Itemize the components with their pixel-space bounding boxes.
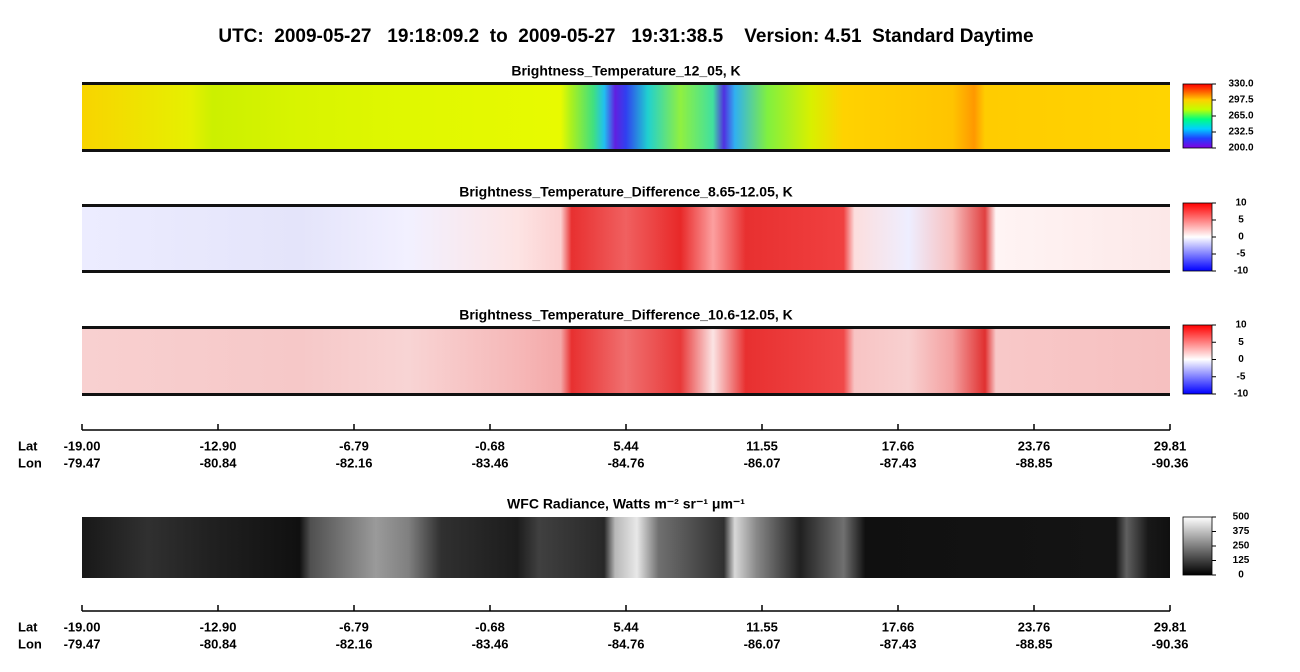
colorbar-tick-label: -5 [1237, 371, 1246, 382]
lon-tick-label: -88.85 [1016, 636, 1053, 651]
lat-tick-label: -6.79 [339, 438, 369, 453]
strip-edge [82, 270, 1170, 273]
lon-label: Lon [18, 636, 42, 651]
colorbar-tick-label: 5 [1238, 215, 1244, 226]
lon-tick-label: -86.07 [744, 636, 781, 651]
lat-tick-label: 5.44 [613, 438, 639, 453]
image-strip [82, 328, 1170, 394]
colorbar-tick-label: 5 [1238, 337, 1244, 348]
lon-tick-label: -88.85 [1016, 455, 1053, 470]
lat-label: Lat [18, 619, 38, 634]
strip-edge [82, 393, 1170, 396]
lat-tick-label: 29.81 [1154, 619, 1187, 634]
colorbar-tick-label: 500 [1233, 512, 1250, 523]
colorbar-tick-label: -10 [1234, 389, 1249, 400]
lon-tick-label: -87.43 [880, 455, 917, 470]
colorbar-tick-label: 250 [1233, 541, 1250, 552]
lat-tick-label: 5.44 [613, 619, 639, 634]
lat-tick-label: 11.55 [746, 438, 778, 453]
panel-title: WFC Radiance, Watts m⁻² sr⁻¹ μm⁻¹ [507, 496, 745, 512]
lon-tick-label: -90.36 [1152, 636, 1189, 651]
colorbar-tick-label: 0 [1238, 570, 1244, 581]
lon-label: Lon [18, 455, 42, 470]
lon-tick-label: -83.46 [472, 455, 509, 470]
lon-tick-label: -90.36 [1152, 455, 1189, 470]
image-strip [82, 206, 1170, 271]
colorbar [1182, 202, 1213, 272]
lon-tick-label: -87.43 [880, 636, 917, 651]
colorbar-tick-label: 330.0 [1228, 79, 1253, 90]
lat-tick-label: 17.66 [882, 438, 915, 453]
lon-tick-label: -80.84 [200, 455, 238, 470]
lon-tick-label: -79.47 [64, 636, 101, 651]
strip-edge [82, 204, 1170, 207]
panel-title: Brightness_Temperature_12_05, K [511, 63, 740, 79]
lat-tick-label: 17.66 [882, 619, 915, 634]
colorbar-tick-label: 0 [1238, 232, 1244, 243]
lat-tick-label: 23.76 [1018, 438, 1051, 453]
lon-tick-label: -79.47 [64, 455, 101, 470]
colorbar [1182, 324, 1213, 395]
lon-tick-label: -86.07 [744, 455, 781, 470]
lat-label: Lat [18, 438, 38, 453]
image-strip [82, 84, 1170, 150]
lat-tick-label: 23.76 [1018, 619, 1051, 634]
lat-tick-label: 11.55 [746, 619, 778, 634]
colorbar-tick-label: -10 [1234, 266, 1249, 277]
lon-tick-label: -84.76 [608, 455, 645, 470]
colorbar-tick-label: -5 [1237, 249, 1246, 260]
strip-edge [82, 326, 1170, 329]
colorbar-tick-label: 297.5 [1228, 95, 1253, 106]
colorbar-tick-label: 232.5 [1228, 127, 1253, 138]
lon-tick-label: -82.16 [336, 455, 373, 470]
page-title: UTC: 2009-05-27 19:18:09.2 to 2009-05-27… [218, 26, 1033, 47]
lon-tick-label: -82.16 [336, 636, 373, 651]
colorbar-tick-label: 10 [1235, 320, 1247, 331]
lat-tick-label: -6.79 [339, 619, 369, 634]
colorbar-tick-label: 10 [1235, 198, 1247, 209]
colorbar [1182, 83, 1213, 149]
image-strip [82, 517, 1170, 578]
colorbar-tick-label: 0 [1238, 354, 1244, 365]
lat-tick-label: 29.81 [1154, 438, 1187, 453]
lat-tick-label: -12.90 [200, 438, 237, 453]
colorbar-tick-label: 200.0 [1228, 143, 1253, 154]
strip-edge [82, 149, 1170, 152]
lat-tick-label: -0.68 [475, 619, 505, 634]
lon-tick-label: -84.76 [608, 636, 645, 651]
lat-tick-label: -19.00 [64, 619, 101, 634]
colorbar [1182, 516, 1213, 576]
lat-tick-label: -19.00 [64, 438, 101, 453]
colorbar-tick-label: 375 [1233, 526, 1250, 537]
colorbar-tick-label: 265.0 [1228, 111, 1253, 122]
lat-tick-label: -12.90 [200, 619, 237, 634]
colorbar-tick-label: 125 [1233, 555, 1250, 566]
lon-tick-label: -83.46 [472, 636, 509, 651]
lon-tick-label: -80.84 [200, 636, 238, 651]
lat-tick-label: -0.68 [475, 438, 505, 453]
strip-edge [82, 82, 1170, 85]
panel-title: Brightness_Temperature_Difference_8.65-1… [459, 184, 793, 200]
panel-title: Brightness_Temperature_Difference_10.6-1… [459, 307, 793, 323]
